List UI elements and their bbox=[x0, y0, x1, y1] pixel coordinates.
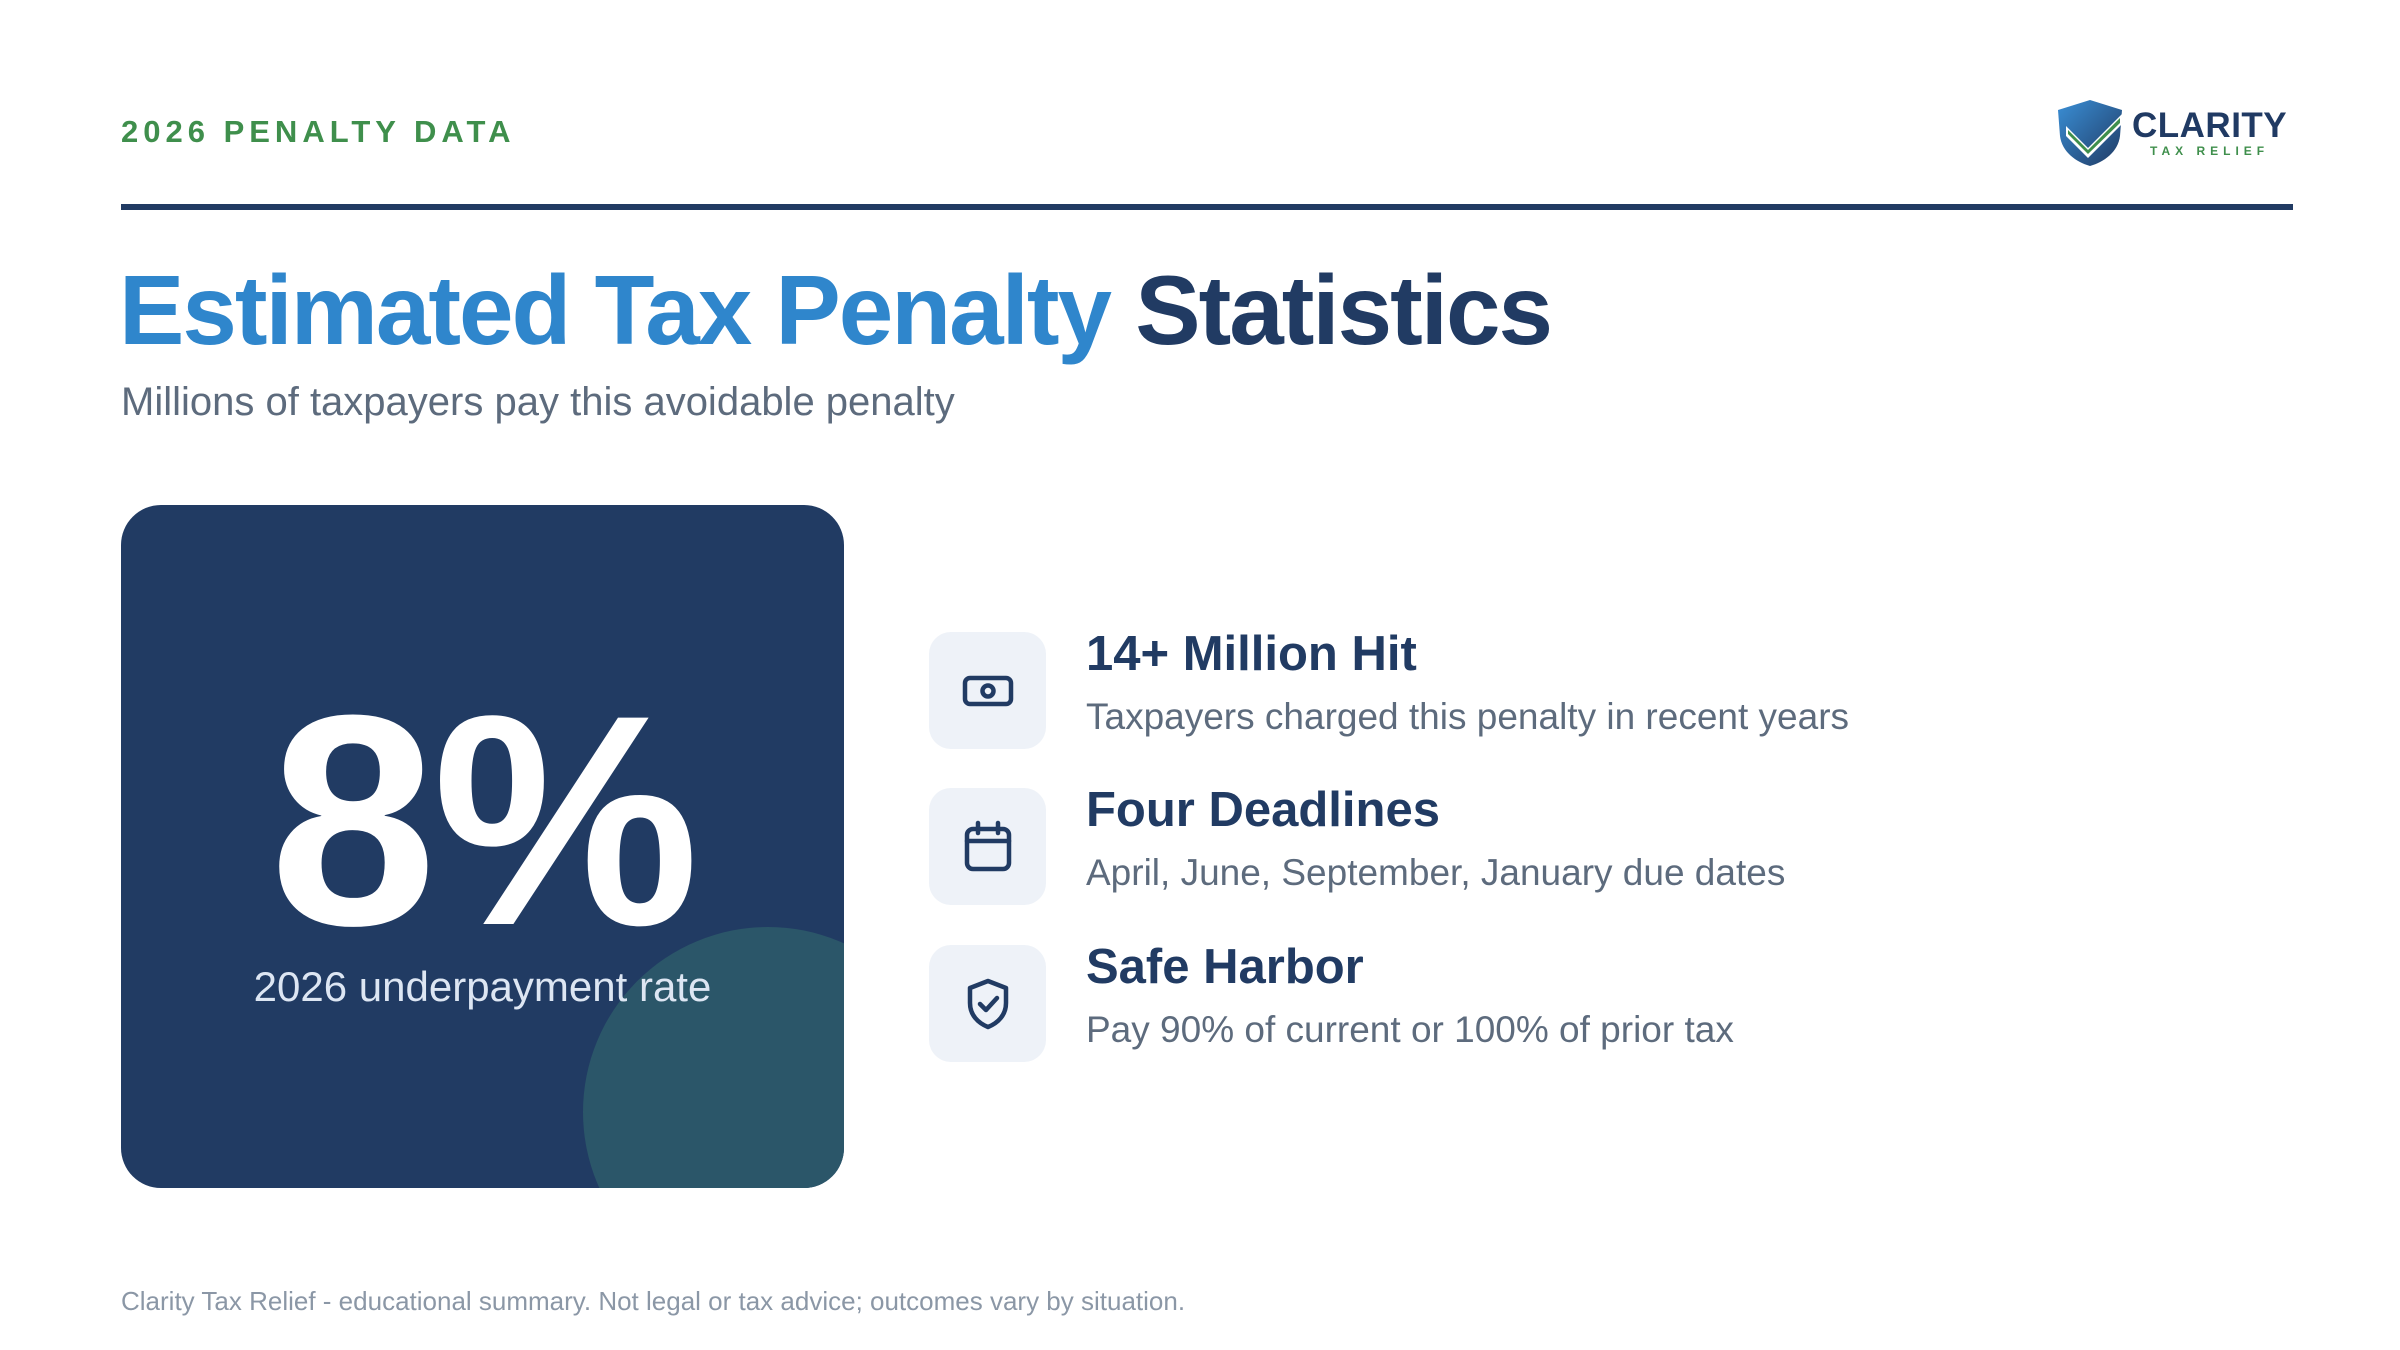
logo-name: CLARITY bbox=[2132, 105, 2288, 145]
feature-description: Taxpayers charged this penalty in recent… bbox=[1086, 696, 1850, 737]
stat-value: 8% bbox=[269, 652, 700, 988]
stat-card: 8% 2026 underpayment rate bbox=[121, 505, 844, 1188]
feature-description: Pay 90% of current or 100% of prior tax bbox=[1086, 1009, 1734, 1050]
brand-logo: CLARITY TAX RELIEF bbox=[2052, 94, 2292, 170]
money-bill-icon bbox=[962, 675, 1013, 706]
feature-icon-tile bbox=[929, 788, 1046, 905]
title-accent: Estimated Tax Penalty bbox=[119, 255, 1112, 365]
page-title: Estimated Tax Penalty Statistics bbox=[119, 255, 1553, 365]
title-main: Statistics bbox=[1135, 255, 1553, 365]
feature-icon-tile bbox=[929, 945, 1046, 1062]
footer-disclaimer: Clarity Tax Relief - educational summary… bbox=[121, 1286, 1186, 1316]
page-subtitle: Millions of taxpayers pay this avoidable… bbox=[121, 380, 955, 424]
feature-icon-tile bbox=[929, 632, 1046, 749]
feature-title: Four Deadlines bbox=[1086, 783, 1440, 837]
feature-description: April, June, September, January due date… bbox=[1086, 852, 1786, 893]
header-divider bbox=[121, 204, 2293, 210]
feature-title: Safe Harbor bbox=[1086, 940, 1364, 994]
calendar-icon bbox=[964, 820, 1011, 871]
shield-check-logo-icon bbox=[2058, 100, 2122, 166]
stat-caption: 2026 underpayment rate bbox=[253, 963, 712, 1010]
eyebrow-label: 2026 PENALTY DATA bbox=[121, 114, 516, 149]
feature-item-million-hit: 14+ Million Hit Taxpayers charged this p… bbox=[929, 627, 2129, 750]
logo-tagline: TAX RELIEF bbox=[2150, 143, 2270, 158]
feature-item-safe-harbor: Safe Harbor Pay 90% of current or 100% o… bbox=[929, 940, 2129, 1063]
shield-check-icon bbox=[967, 978, 1008, 1029]
feature-title: 14+ Million Hit bbox=[1086, 627, 1417, 681]
feature-item-four-deadlines: Four Deadlines April, June, September, J… bbox=[929, 783, 2129, 906]
